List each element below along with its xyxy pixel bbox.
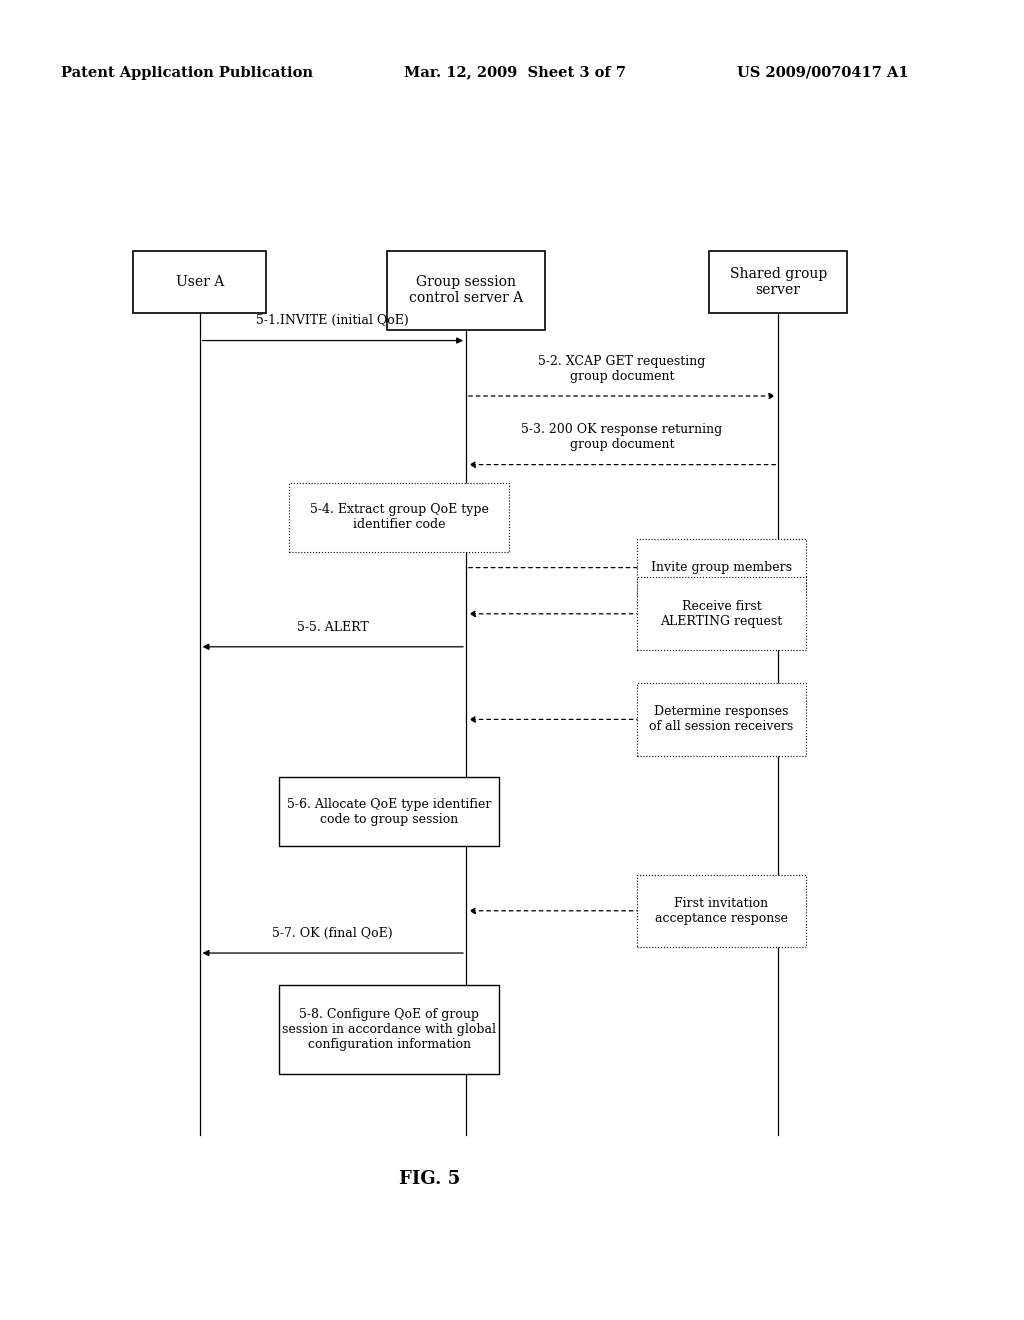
Text: Determine responses
of all session receivers: Determine responses of all session recei… bbox=[649, 705, 794, 734]
Bar bbox=[637, 874, 806, 948]
Text: First invitation
acceptance response: First invitation acceptance response bbox=[655, 896, 787, 925]
Text: Receive first
ALERTING request: Receive first ALERTING request bbox=[660, 599, 782, 628]
Bar bbox=[387, 251, 545, 330]
Text: 5-7. OK (final QoE): 5-7. OK (final QoE) bbox=[272, 927, 393, 940]
Bar bbox=[290, 483, 510, 552]
Bar bbox=[279, 777, 500, 846]
Text: 5-1.INVITE (initial QoE): 5-1.INVITE (initial QoE) bbox=[256, 314, 410, 327]
Text: 5-4. Extract group QoE type
identifier code: 5-4. Extract group QoE type identifier c… bbox=[310, 503, 488, 532]
Bar bbox=[637, 539, 806, 597]
Text: 5-3. 200 OK response returning
group document: 5-3. 200 OK response returning group doc… bbox=[521, 424, 723, 451]
Text: US 2009/0070417 A1: US 2009/0070417 A1 bbox=[737, 66, 909, 79]
Bar bbox=[637, 684, 806, 755]
Text: 5-5. ALERT: 5-5. ALERT bbox=[297, 620, 369, 634]
Text: 5-8. Configure QoE of group
session in accordance with global
configuration info: 5-8. Configure QoE of group session in a… bbox=[283, 1008, 496, 1051]
Text: Shared group
server: Shared group server bbox=[730, 267, 826, 297]
Bar bbox=[709, 251, 848, 313]
Text: 5-2. XCAP GET requesting
group document: 5-2. XCAP GET requesting group document bbox=[539, 355, 706, 383]
Text: FIG. 5: FIG. 5 bbox=[399, 1170, 461, 1188]
Text: User A: User A bbox=[175, 275, 224, 289]
Text: Mar. 12, 2009  Sheet 3 of 7: Mar. 12, 2009 Sheet 3 of 7 bbox=[404, 66, 627, 79]
Bar bbox=[637, 577, 806, 649]
Bar bbox=[133, 251, 266, 313]
Bar bbox=[279, 985, 500, 1074]
Text: Patent Application Publication: Patent Application Publication bbox=[61, 66, 313, 79]
Text: Invite group members: Invite group members bbox=[651, 561, 792, 574]
Text: 5-6. Allocate QoE type identifier
code to group session: 5-6. Allocate QoE type identifier code t… bbox=[287, 797, 492, 826]
Text: Group session
control server A: Group session control server A bbox=[409, 276, 523, 305]
